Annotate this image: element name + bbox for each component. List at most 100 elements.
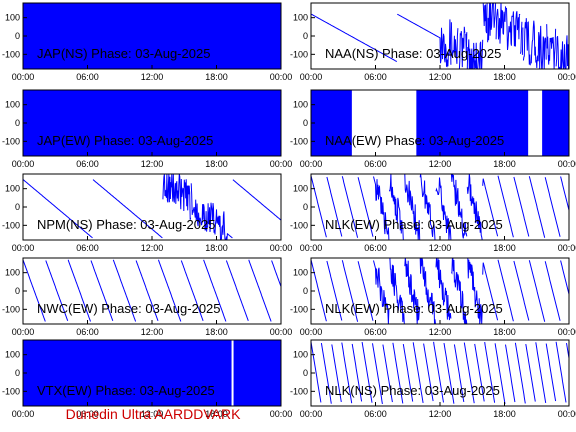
x-tick-label: 12:00 [141,327,164,337]
y-tick-label: 100 [293,184,308,194]
x-tick-label: 00:00 [12,159,35,169]
x-tick-label: 00:00 [270,243,293,253]
x-tick-label: 00:00 [12,327,35,337]
data-gap [231,340,234,406]
y-tick-label: -100 [290,220,308,230]
y-tick-label: 0 [303,202,308,212]
data-gap [528,90,543,156]
x-tick-label: 00:00 [558,159,576,169]
panel-title: NAA(NS) Phase: 03-Aug-2025 [325,46,501,61]
x-tick-label: 12:00 [141,409,164,419]
plot-area [23,90,281,156]
plot-area [23,340,281,406]
panel-title: NPM(NS) Phase: 03-Aug-2025 [37,217,215,232]
x-tick-label: 06:00 [76,72,99,82]
x-tick-label: 12:00 [429,159,452,169]
x-tick-label: 12:00 [141,159,164,169]
x-tick-label: 06:00 [364,72,387,82]
phase-fill [23,90,281,156]
y-tick-label: 100 [293,268,308,278]
phase-series [311,3,569,69]
plot-area [23,3,281,69]
x-tick-label: 06:00 [364,327,387,337]
phase-series [23,174,281,240]
panel-title: NWC(EW) Phase: 03-Aug-2025 [37,301,221,316]
x-tick-label: 00:00 [12,243,35,253]
panel-4: 100 0 -100 00:00 06:00 12:00 18:00 00:00 NAA(EW)… [290,89,576,169]
x-tick-label: 06:00 [364,243,387,253]
y-tick-label: 0 [15,31,20,41]
panel-9: 100 0 -100 00:00 06:00 12:00 18:00 00:00 VTX(EW)… [2,339,293,419]
panel-10: 100 0 -100 00:00 06:00 12:00 18:00 00:00 NLK(NS)… [290,339,576,419]
y-tick-label: 0 [303,286,308,296]
x-tick-label: 12:00 [141,243,164,253]
plot-area [23,174,281,240]
phase-fill [23,340,281,406]
y-tick-label: 100 [293,100,308,110]
x-tick-label: 00:00 [300,159,323,169]
y-tick-label: -100 [2,386,20,396]
y-tick-label: -100 [2,220,20,230]
panel-title: JAP(EW) Phase: 03-Aug-2025 [37,133,213,148]
x-tick-label: 12:00 [141,72,164,82]
x-tick-label: 00:00 [270,409,293,419]
x-tick-label: 18:00 [493,327,516,337]
x-tick-label: 00:00 [300,243,323,253]
phase-series [311,258,569,324]
y-tick-label: 0 [15,202,20,212]
plot-area [311,174,569,240]
x-tick-label: 00:00 [270,327,293,337]
y-tick-label: 0 [303,368,308,378]
panel-6: 100 0 -100 00:00 06:00 12:00 18:00 00:00 NLK(EW)… [290,173,576,253]
y-tick-label: -100 [290,386,308,396]
y-tick-label: -100 [290,304,308,314]
x-tick-label: 06:00 [76,327,99,337]
y-tick-label: -100 [290,136,308,146]
y-tick-label: -100 [2,304,20,314]
x-tick-label: 18:00 [205,327,228,337]
y-tick-label: -100 [2,136,20,146]
panel-title: NLK(NS) Phase: 03-Aug-2025 [325,383,500,398]
y-tick-label: 100 [293,350,308,360]
plot-area [23,259,281,322]
x-tick-label: 12:00 [429,72,452,82]
x-tick-label: 00:00 [558,72,576,82]
x-tick-label: 06:00 [76,409,99,419]
x-tick-label: 00:00 [12,72,35,82]
y-tick-label: -100 [2,49,20,59]
plot-area [311,341,569,404]
y-tick-label: 100 [5,184,20,194]
y-tick-label: 100 [5,13,20,23]
panel-5: 100 0 -100 00:00 06:00 12:00 18:00 00:00 NPM(NS)… [2,173,293,253]
panel-title: NLK(EW) Phase: 03-Aug-2025 [325,217,503,232]
x-tick-label: 12:00 [429,409,452,419]
panel-title: JAP(NS) Phase: 03-Aug-2025 [37,46,210,61]
y-tick-label: 0 [15,286,20,296]
x-tick-label: 18:00 [205,159,228,169]
phase-series [311,174,569,240]
x-tick-label: 18:00 [493,243,516,253]
panel-2: 100 0 -100 00:00 06:00 12:00 18:00 00:00 NAA(NS)… [290,2,576,82]
panel-title: NLK(EW) Phase: 03-Aug-2025 [325,301,503,316]
phase-series [23,259,281,322]
phase-series [311,341,569,404]
y-tick-label: 0 [15,368,20,378]
x-tick-label: 00:00 [300,72,323,82]
x-tick-label: 18:00 [493,72,516,82]
panel-8: 100 0 -100 00:00 06:00 12:00 18:00 00:00 NLK(EW)… [290,257,576,337]
x-tick-label: 00:00 [300,327,323,337]
plot-area [311,258,569,324]
y-tick-label: 0 [303,31,308,41]
panel-title: VTX(EW) Phase: 03-Aug-2025 [37,383,215,398]
y-tick-label: 100 [5,350,20,360]
x-tick-label: 12:00 [429,327,452,337]
x-tick-label: 00:00 [12,409,35,419]
x-tick-label: 06:00 [364,159,387,169]
x-tick-label: 18:00 [493,159,516,169]
y-tick-label: 0 [303,118,308,128]
x-tick-label: 06:00 [364,409,387,419]
x-tick-label: 18:00 [205,409,228,419]
panel-7: 100 0 -100 00:00 06:00 12:00 18:00 00:00 NWC(EW)… [2,257,293,337]
plot-area [311,90,569,156]
